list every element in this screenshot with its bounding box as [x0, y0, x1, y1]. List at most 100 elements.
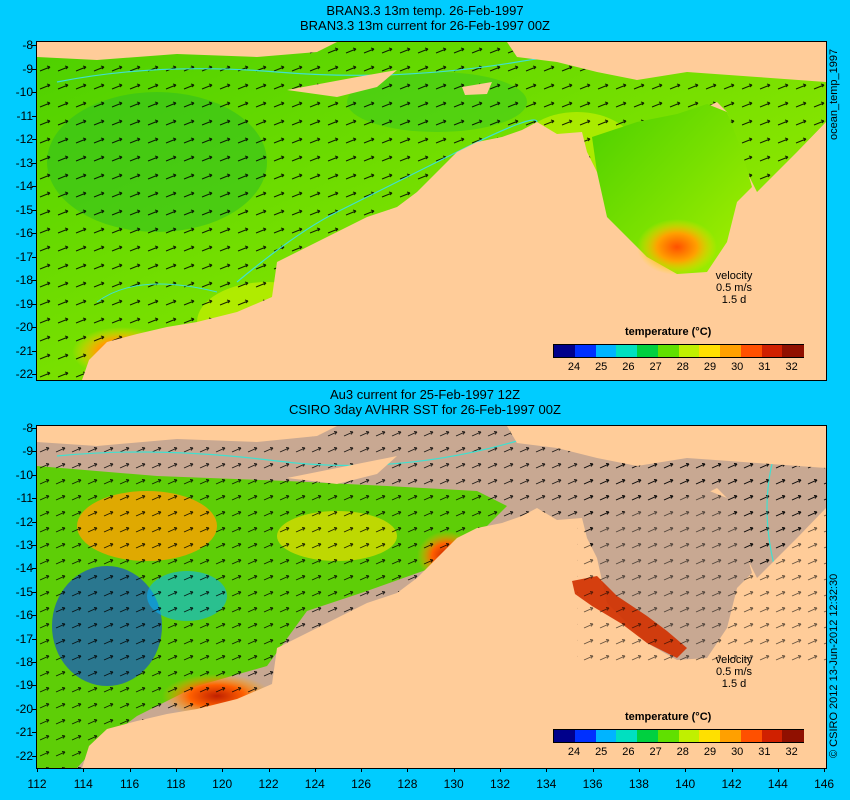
- colorbar-tick-label: 30: [731, 746, 744, 758]
- colorbar-segment: [761, 345, 783, 357]
- panel1-title-line1: BRAN3.3 13m temp. 26-Feb-1997: [326, 3, 524, 18]
- x-tick-label: 116: [120, 777, 140, 791]
- isobath-contour: [56, 440, 518, 467]
- colorbar-segment: [657, 730, 679, 742]
- colorbar-tick-label: 32: [785, 746, 798, 758]
- y-tick-mark: [32, 327, 36, 328]
- y-tick-mark: [32, 615, 36, 617]
- new-guinea-land: [507, 426, 826, 468]
- colorbar-segment: [740, 345, 762, 357]
- panel2-title-line2: CSIRO 3day AVHRR SST for 26-Feb-1997 00Z: [289, 402, 561, 417]
- colorbar-segment: [637, 345, 659, 357]
- map-top-svg: [37, 42, 826, 380]
- y-tick-label: -12: [15, 514, 33, 529]
- colorbar-segment: [699, 345, 721, 357]
- colorbar-tick-label: 28: [676, 361, 689, 373]
- x-tick-mark: [546, 768, 548, 772]
- panel1-title-line2: BRAN3.3 13m current for 26-Feb-1997 00Z: [299, 18, 550, 33]
- x-tick-mark: [175, 768, 177, 772]
- colorbar-segment: [782, 345, 804, 357]
- colorbar-tick-label: 29: [703, 361, 717, 373]
- colorbar-tick-label: 31: [758, 746, 771, 758]
- colorbar-segment: [595, 730, 617, 742]
- x-tick-label: 140: [675, 777, 696, 791]
- y-tick-label: -13: [15, 155, 33, 170]
- x-tick-mark: [592, 768, 594, 772]
- y-tick-mark: [32, 545, 36, 546]
- x-tick-mark: [638, 768, 640, 772]
- y-tick-label: -18: [15, 655, 33, 669]
- y-tick-label: -14: [15, 561, 33, 576]
- timor-island: [287, 70, 397, 97]
- y-tick-label: -19: [15, 678, 33, 693]
- y-tick-mark: [32, 374, 36, 375]
- velocity-time: 1.5 d: [721, 294, 747, 306]
- y-tick-mark: [32, 451, 36, 453]
- side-label-top: ocean_temp_1997: [828, 48, 840, 140]
- colorbar-segment: [740, 730, 762, 742]
- y-tick-label: -12: [15, 132, 33, 146]
- colorbar-tick-label: 27: [649, 746, 662, 758]
- colorbar-segment: [720, 345, 742, 357]
- colorbar-tick-label: 26: [622, 746, 635, 758]
- small-island: [462, 82, 492, 95]
- indonesia-island: [37, 426, 337, 446]
- y-tick-mark: [32, 708, 36, 710]
- y-tick-mark: [32, 498, 36, 500]
- colorbar-tick-label: 25: [595, 746, 608, 758]
- x-tick-label: 134: [536, 777, 557, 791]
- x-tick-label: 144: [767, 777, 788, 791]
- y-tick-label: -22: [15, 748, 33, 763]
- new-guinea-land: [507, 42, 826, 82]
- y-tick-mark: [32, 92, 36, 93]
- y-tick-mark: [32, 474, 36, 476]
- y-tick-mark: [32, 115, 36, 117]
- colorbar-segment: [782, 730, 804, 742]
- side-label-bottom: © CSIRO 2012 13-Jun-2012 12:32:30: [828, 573, 840, 758]
- y-tick-mark: [32, 280, 36, 281]
- x-tick-label: 142: [721, 777, 742, 791]
- y-tick-label: -10: [15, 467, 33, 482]
- velocity-label: velocity: [715, 654, 753, 666]
- colorbar-title-top: temperature (°C): [625, 326, 712, 338]
- x-tick-mark: [83, 768, 85, 772]
- y-tick-label: -20: [15, 320, 33, 334]
- colorbar-tick-label: 24: [567, 746, 581, 758]
- velocity-legend-top: velocity 0.5 m/s 1.5 d: [704, 270, 764, 306]
- colorbar-segment: [574, 730, 596, 742]
- colorbar-tick-label: 24: [567, 361, 581, 373]
- colorbar-tick-label: 27: [649, 361, 662, 373]
- y-tick-label: -16: [15, 608, 33, 623]
- colorbar-bottom: [553, 729, 804, 743]
- isobath-contour: [236, 119, 538, 283]
- y-tick-label: -21: [15, 343, 33, 358]
- y-tick-mark: [32, 685, 36, 687]
- x-tick-mark: [222, 768, 224, 772]
- colorbar-tick-label: 30: [731, 361, 744, 373]
- x-tick-mark: [685, 768, 687, 772]
- x-tick-mark: [37, 768, 38, 772]
- velocity-time: 1.5 d: [721, 678, 747, 690]
- y-tick-mark: [32, 755, 36, 757]
- y-tick-label: -18: [15, 273, 33, 287]
- y-tick-label: -17: [15, 249, 33, 264]
- x-tick-mark: [824, 768, 826, 772]
- x-tick-mark: [500, 768, 501, 772]
- y-tick-mark: [32, 732, 36, 734]
- y-tick-mark: [32, 662, 36, 663]
- timor-island: [287, 456, 397, 484]
- colorbar-title-bottom: temperature (°C): [625, 711, 712, 723]
- y-tick-mark: [32, 521, 36, 523]
- colorbar-segment: [699, 730, 721, 742]
- colorbar-tick-label: 29: [703, 746, 717, 758]
- y-tick-label: -17: [15, 631, 33, 646]
- colorbar-top: [553, 344, 804, 358]
- current-vectors: [577, 426, 826, 666]
- x-tick-mark: [314, 768, 316, 772]
- isobath-contour: [96, 283, 218, 303]
- map-bottom-svg: [37, 426, 826, 768]
- y-tick-label: -16: [15, 226, 33, 240]
- colorbar-tick-label: 26: [622, 361, 635, 373]
- colorbar-segment: [637, 730, 659, 742]
- map-panel-top: [36, 41, 827, 381]
